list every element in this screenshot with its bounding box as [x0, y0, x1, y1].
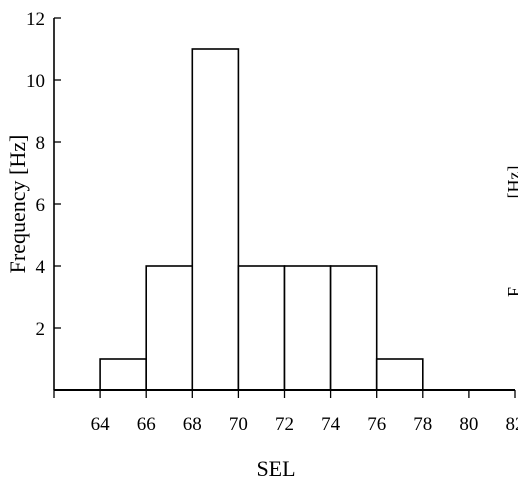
histogram-bar-76-78 [375, 358, 424, 391]
y-tick-label-4: 4 [36, 257, 46, 278]
x-tick-label-66: 66 [137, 414, 156, 435]
y-tick-label-2: 2 [36, 319, 46, 340]
histogram-bars [99, 48, 424, 391]
histogram-bar-66-68 [145, 265, 194, 391]
histogram-bar-74-76 [329, 265, 378, 391]
tick-labels: 6466687072747678808224681012 [26, 9, 518, 435]
x-tick-label-82: 82 [506, 414, 518, 435]
x-axis-title: SEL [256, 456, 295, 481]
clipped-adjacent-axis-label: [Hz] [504, 166, 518, 199]
x-tick-label-74: 74 [321, 414, 341, 435]
y-tick-label-6: 6 [36, 195, 46, 216]
histogram-bar-72-74 [283, 265, 332, 391]
histogram-bar-68-70 [191, 48, 240, 391]
x-tick-label-72: 72 [275, 414, 294, 435]
histogram-bar-64-66 [99, 358, 147, 391]
y-tick-label-8: 8 [36, 133, 46, 154]
axes [53, 17, 516, 398]
x-tick-label-78: 78 [413, 414, 432, 435]
x-tick-label-80: 80 [459, 414, 478, 435]
y-tick-label-12: 12 [26, 9, 45, 30]
clipped-adjacent-axis-letter: F [504, 287, 518, 297]
histogram-bar-70-72 [237, 265, 286, 391]
y-axis-title: Frequency [Hz] [5, 135, 30, 274]
x-tick-label-64: 64 [91, 414, 111, 435]
x-tick-label-68: 68 [183, 414, 202, 435]
y-tick-label-10: 10 [26, 71, 45, 92]
x-tick-label-70: 70 [229, 414, 248, 435]
x-tick-label-76: 76 [367, 414, 386, 435]
